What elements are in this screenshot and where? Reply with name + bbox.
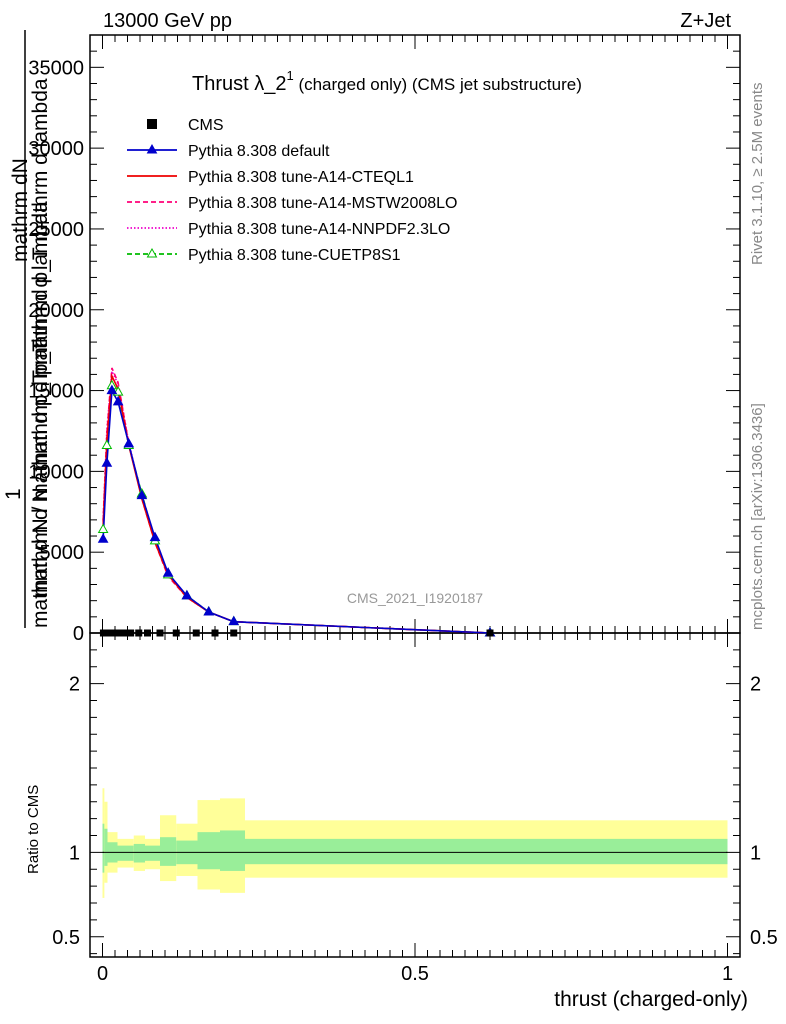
ratio-band-inner-5 xyxy=(145,845,160,861)
main-y-tick-label: 30000 xyxy=(28,138,84,160)
analysis-watermark: CMS_2021_I1920187 xyxy=(347,590,483,606)
legend-label-cteql1: Pythia 8.308 tune-A14-CTEQL1 xyxy=(188,169,414,186)
cms-data-point xyxy=(121,629,129,637)
main-y-tick-label: 0 xyxy=(73,623,84,645)
plot-title-rest: (charged only) (CMS jet substructure) xyxy=(294,75,582,94)
ylabel-line-5: mathrm d N / mathrm d p_T mathrm d lambd… xyxy=(29,201,52,628)
ratio-band-inner-9 xyxy=(220,830,245,871)
ratio-band-inner-0 xyxy=(102,823,105,873)
cms-data-point xyxy=(230,629,238,637)
ratio-band-inner-8 xyxy=(197,832,220,870)
legend-label-cuetp8s1: Pythia 8.308 tune-CUETP8S1 xyxy=(188,247,401,264)
ratio-y-tick-label-right: 1 xyxy=(750,842,761,864)
cms-data-point xyxy=(135,629,143,637)
cms-data-point xyxy=(116,629,124,637)
ratio-y-tick-label-left: 0.5 xyxy=(52,927,80,949)
ratio-plot-frame xyxy=(89,632,741,958)
ratio-y-tick-label-right: 2 xyxy=(750,674,761,696)
legend: CMS Pythia 8.308 default Pythia 8.308 tune… xyxy=(127,117,457,264)
ratio-y-tick-label-left: 2 xyxy=(69,674,80,696)
main-y-tick-label: 25000 xyxy=(28,219,84,241)
legend-label-nnpdf: Pythia 8.308 tune-A14-NNPDF2.3LO xyxy=(188,221,450,238)
series-marker-default xyxy=(136,489,148,500)
cms-data-point xyxy=(109,629,116,637)
plot-title: Thrust λ_21 (charged only) (CMS jet subs… xyxy=(192,68,582,95)
ylabel-line-2: 1 xyxy=(2,488,25,500)
legend-label-default: Pythia 8.308 default xyxy=(188,143,330,160)
series-marker-default xyxy=(97,533,109,543)
series-marker-default xyxy=(101,457,113,467)
legend-label-data: CMS xyxy=(188,117,224,134)
cms-data-point xyxy=(211,629,219,637)
plot-title-main: Thrust λ_2 xyxy=(192,73,286,95)
ratio-band-inner-3 xyxy=(117,845,134,861)
x-tick-label: 1 xyxy=(722,963,733,985)
energy-label: 13000 GeV pp xyxy=(103,10,232,32)
legend-marker-cuetp8s1 xyxy=(146,247,158,258)
series-marker-default xyxy=(106,384,118,395)
series-marker-cuetp8s1 xyxy=(97,523,109,534)
cms-data-point xyxy=(192,629,200,637)
cms-data-point xyxy=(486,629,494,637)
mcplots-label: mcplots.cern.ch [arXiv:1306.3436] xyxy=(749,403,766,630)
series-marker-cuetp8s1 xyxy=(101,439,113,450)
ratio-band-inner-6 xyxy=(160,837,177,866)
main-y-tick-label: 20000 xyxy=(28,300,84,322)
series-marker-default xyxy=(203,605,215,616)
rivet-label: Rivet 3.1.10, ≥ 2.5M events xyxy=(749,83,766,266)
x-axis-label: thrust (charged-only) xyxy=(554,988,748,1011)
main-y-tick-label: 35000 xyxy=(28,57,84,79)
cms-data-point xyxy=(127,629,135,637)
cms-data-point xyxy=(144,629,151,637)
ratio-y-axis-label: Ratio to CMS xyxy=(25,785,42,874)
ylabel-line-1: mathrm dN xyxy=(9,158,32,262)
series-marker-default xyxy=(123,437,135,448)
axis-ticks: 0 0.5 1 0 5000 10000 15000 20000 25000 30000 35000… xyxy=(28,35,778,985)
process-label: Z+Jet xyxy=(680,10,731,32)
ratio-band-inner-10 xyxy=(245,838,728,865)
legend-marker-cms xyxy=(147,119,157,129)
cms-data-point xyxy=(156,629,164,637)
x-tick-label: 0 xyxy=(97,963,108,985)
plot-title-sup: 1 xyxy=(286,68,293,83)
cms-data-point xyxy=(112,629,120,637)
ylabel-line-4: mathrm d p_T mathrm d lambda xyxy=(29,78,52,378)
x-tick-label: 0.5 xyxy=(401,963,429,985)
ratio-y-tick-label-left: 1 xyxy=(69,842,80,864)
cms-data-point xyxy=(172,629,180,637)
main-y-tick-label: 10000 xyxy=(28,461,84,483)
series-marker-default xyxy=(162,567,174,577)
ratio-y-tick-label-right: 0.5 xyxy=(750,927,778,949)
ratio-band-inner-4 xyxy=(133,843,145,863)
series-marker-default xyxy=(181,589,193,600)
legend-label-mstw: Pythia 8.308 tune-A14-MSTW2008LO xyxy=(188,195,457,212)
main-y-tick-label: 15000 xyxy=(28,381,84,403)
legend-marker-default xyxy=(146,143,158,154)
ratio-band-inner-1 xyxy=(104,828,108,866)
ratio-bands xyxy=(102,788,728,898)
series-marker-default xyxy=(228,615,240,626)
series-marker-default xyxy=(149,531,161,542)
ylabel-line-3: mathrm d N / mathrm d p_T xyxy=(29,339,52,597)
main-y-tick-label: 5000 xyxy=(40,542,85,564)
series-marker-default xyxy=(112,395,124,406)
series-markers xyxy=(97,379,496,637)
main-y-axis-label: mathrm dN 1 mathrm d N / mathrm d p_T ma… xyxy=(2,30,52,628)
